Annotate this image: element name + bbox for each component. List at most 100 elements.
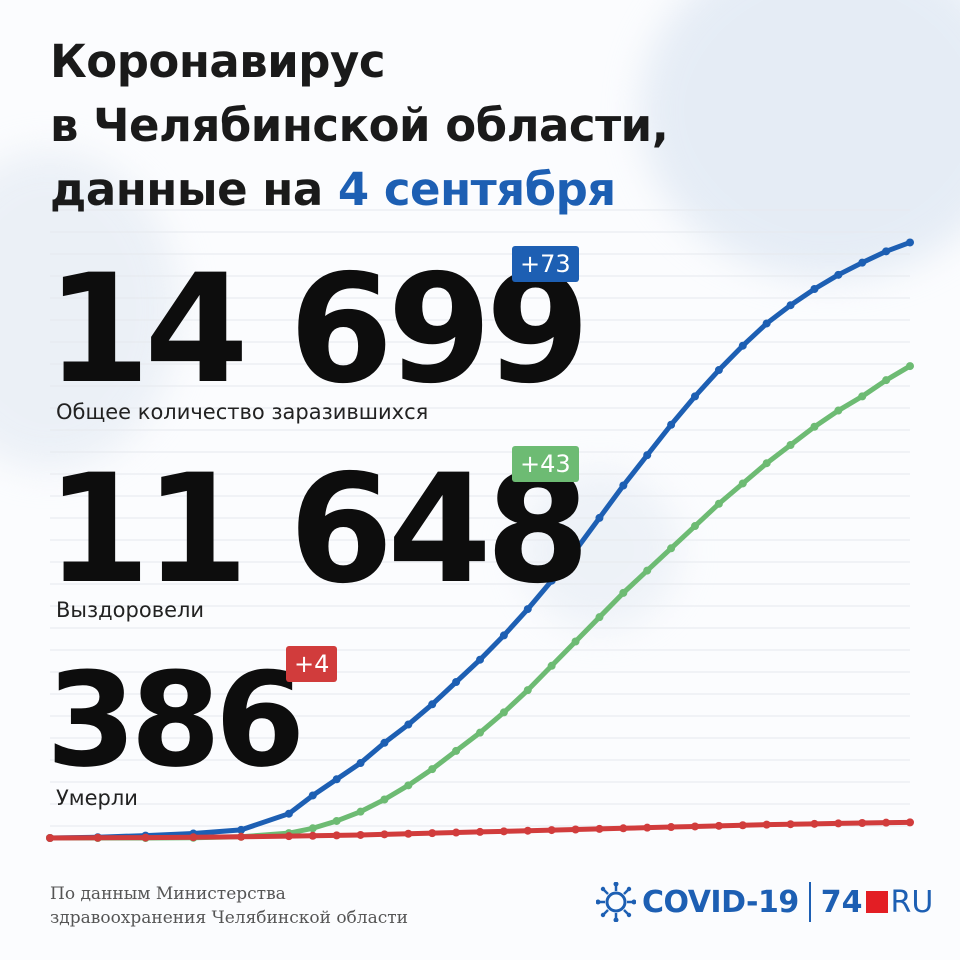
data-point-deaths: [571, 825, 580, 834]
data-point-infected: [284, 809, 293, 818]
brand-logo: COVID-19 74 RU: [596, 874, 933, 930]
data-point-recovered: [882, 376, 891, 385]
data-point-infected: [380, 738, 389, 747]
data-point-infected: [237, 825, 246, 834]
logo-red-square: [865, 891, 888, 913]
data-point-deaths: [810, 819, 819, 828]
data-point-deaths: [786, 820, 795, 829]
data-point-infected: [691, 392, 699, 401]
data-point-deaths: [404, 829, 413, 838]
data-point-deaths: [523, 826, 532, 835]
data-point-deaths: [834, 819, 843, 828]
recovered-label: Выздоровели: [56, 598, 205, 622]
deaths-total: 386: [46, 644, 305, 796]
data-point-deaths: [46, 834, 54, 842]
virus-icon: [596, 882, 636, 922]
data-point-infected: [834, 270, 843, 279]
title-line-2: в Челябинской области,: [50, 99, 669, 152]
data-point-deaths: [356, 830, 365, 839]
data-point-deaths: [380, 830, 389, 839]
data-point-infected: [308, 791, 317, 800]
title-line-1: Коронавирус: [50, 35, 386, 88]
data-point-infected: [762, 319, 771, 328]
data-point-infected: [786, 301, 795, 310]
covid-logo-text: COVID-19: [642, 884, 799, 920]
data-point-infected: [523, 605, 532, 614]
data-point-recovered: [308, 824, 317, 833]
data-point-deaths: [141, 833, 150, 842]
recovered-delta-badge: +43: [512, 446, 579, 482]
data-point-infected: [356, 759, 365, 768]
logo-separator: [808, 882, 811, 922]
data-point-deaths: [595, 824, 604, 833]
data-point-deaths: [308, 831, 317, 840]
data-point-recovered: [404, 781, 413, 790]
data-point-infected: [499, 631, 508, 640]
data-point-recovered: [714, 499, 723, 508]
chart-series-layer: [46, 238, 914, 842]
data-point-recovered: [738, 479, 747, 488]
data-point-infected: [547, 576, 556, 585]
infected-delta-badge: +73: [512, 246, 579, 282]
data-point-recovered: [595, 613, 604, 622]
data-point-deaths: [499, 827, 508, 836]
data-point-recovered: [380, 795, 389, 804]
deaths-label: Умерли: [56, 786, 138, 810]
data-point-deaths: [476, 827, 484, 836]
data-point-recovered: [571, 637, 580, 646]
data-point-recovered: [762, 459, 771, 468]
series-line-infected: [47, 239, 913, 841]
data-point-infected: [619, 481, 628, 490]
data-point-recovered: [523, 686, 532, 695]
data-point-infected: [858, 258, 867, 267]
data-point-deaths: [93, 833, 102, 842]
data-point-infected: [428, 700, 437, 709]
data-point-infected: [714, 366, 723, 375]
source-line-2: здравоохранения Челябинской области: [50, 908, 408, 928]
data-point-deaths: [667, 823, 676, 832]
data-point-recovered: [643, 566, 652, 575]
title-date: 4 сентября: [337, 163, 616, 216]
data-point-infected: [452, 678, 461, 687]
data-point-recovered: [906, 362, 914, 371]
data-point-recovered: [858, 392, 867, 401]
data-point-recovered: [332, 816, 341, 825]
data-point-deaths: [858, 819, 867, 828]
data-point-deaths: [882, 818, 891, 827]
data-point-infected: [738, 341, 747, 350]
data-point-recovered: [691, 522, 699, 531]
data-point-deaths: [284, 832, 293, 841]
background-texture: [520, 470, 680, 630]
logo-74: 74: [820, 884, 863, 920]
data-point-infected: [882, 247, 891, 256]
data-point-deaths: [714, 821, 723, 830]
data-point-recovered: [428, 765, 437, 774]
data-point-deaths: [906, 818, 914, 827]
data-point-infected: [667, 420, 676, 429]
data-point-infected: [332, 775, 341, 784]
recovered-total: 11 648: [46, 443, 590, 617]
data-point-deaths: [619, 824, 628, 833]
data-point-deaths: [643, 823, 652, 832]
data-point-infected: [643, 451, 652, 460]
data-point-deaths: [428, 829, 437, 838]
source-line-1: По данным Министерства: [50, 884, 286, 904]
data-point-infected: [476, 655, 484, 664]
infected-total: 14 699: [46, 243, 590, 417]
data-point-deaths: [332, 831, 341, 840]
title-line-3-prefix: данные на: [50, 163, 338, 216]
data-point-infected: [404, 720, 413, 729]
data-point-infected: [906, 238, 914, 247]
data-point-recovered: [452, 746, 461, 755]
data-point-deaths: [762, 820, 771, 829]
data-point-recovered: [619, 588, 628, 597]
data-point-deaths: [452, 828, 461, 837]
data-point-deaths: [547, 826, 556, 835]
data-point-infected: [571, 546, 580, 555]
data-point-infected: [595, 513, 604, 522]
source-note: По данным Министерства здравоохранения Ч…: [50, 882, 408, 930]
data-point-recovered: [786, 440, 795, 449]
data-point-deaths: [738, 821, 747, 830]
data-point-recovered: [356, 807, 365, 816]
